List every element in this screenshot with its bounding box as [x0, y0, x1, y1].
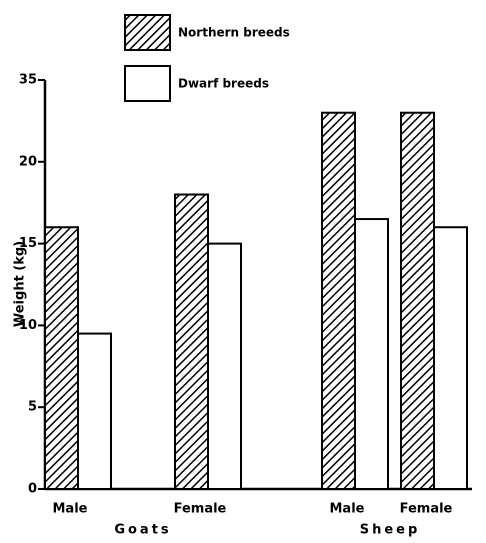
y-tick-label: 20 [19, 154, 37, 169]
bar [433, 226, 468, 491]
x-tick-label: Female [174, 502, 227, 517]
legend-label: Northern breeds [178, 26, 290, 40]
bar [207, 242, 242, 490]
x-tick-label: Male [53, 502, 88, 517]
group-label: Sheep [360, 523, 421, 538]
bar [400, 111, 435, 490]
x-tick-label: Male [330, 502, 365, 517]
x-tick-label: Female [400, 502, 453, 517]
y-tick-label: 10 [19, 318, 37, 333]
y-tick-label: 15 [19, 236, 37, 251]
bar [44, 226, 79, 491]
legend-swatch [124, 65, 171, 102]
legend-label: Dwarf breeds [178, 77, 269, 91]
bar [354, 218, 389, 490]
y-axis-label: Weight (kg) [13, 241, 28, 327]
bar [174, 193, 209, 491]
y-tick-label: 35 [19, 73, 37, 88]
group-label: Goats [114, 523, 171, 538]
legend-swatch [124, 14, 171, 51]
bar [321, 111, 356, 490]
bar [77, 332, 112, 490]
y-tick-label: 0 [28, 482, 37, 497]
y-tick-label: 5 [28, 400, 37, 415]
